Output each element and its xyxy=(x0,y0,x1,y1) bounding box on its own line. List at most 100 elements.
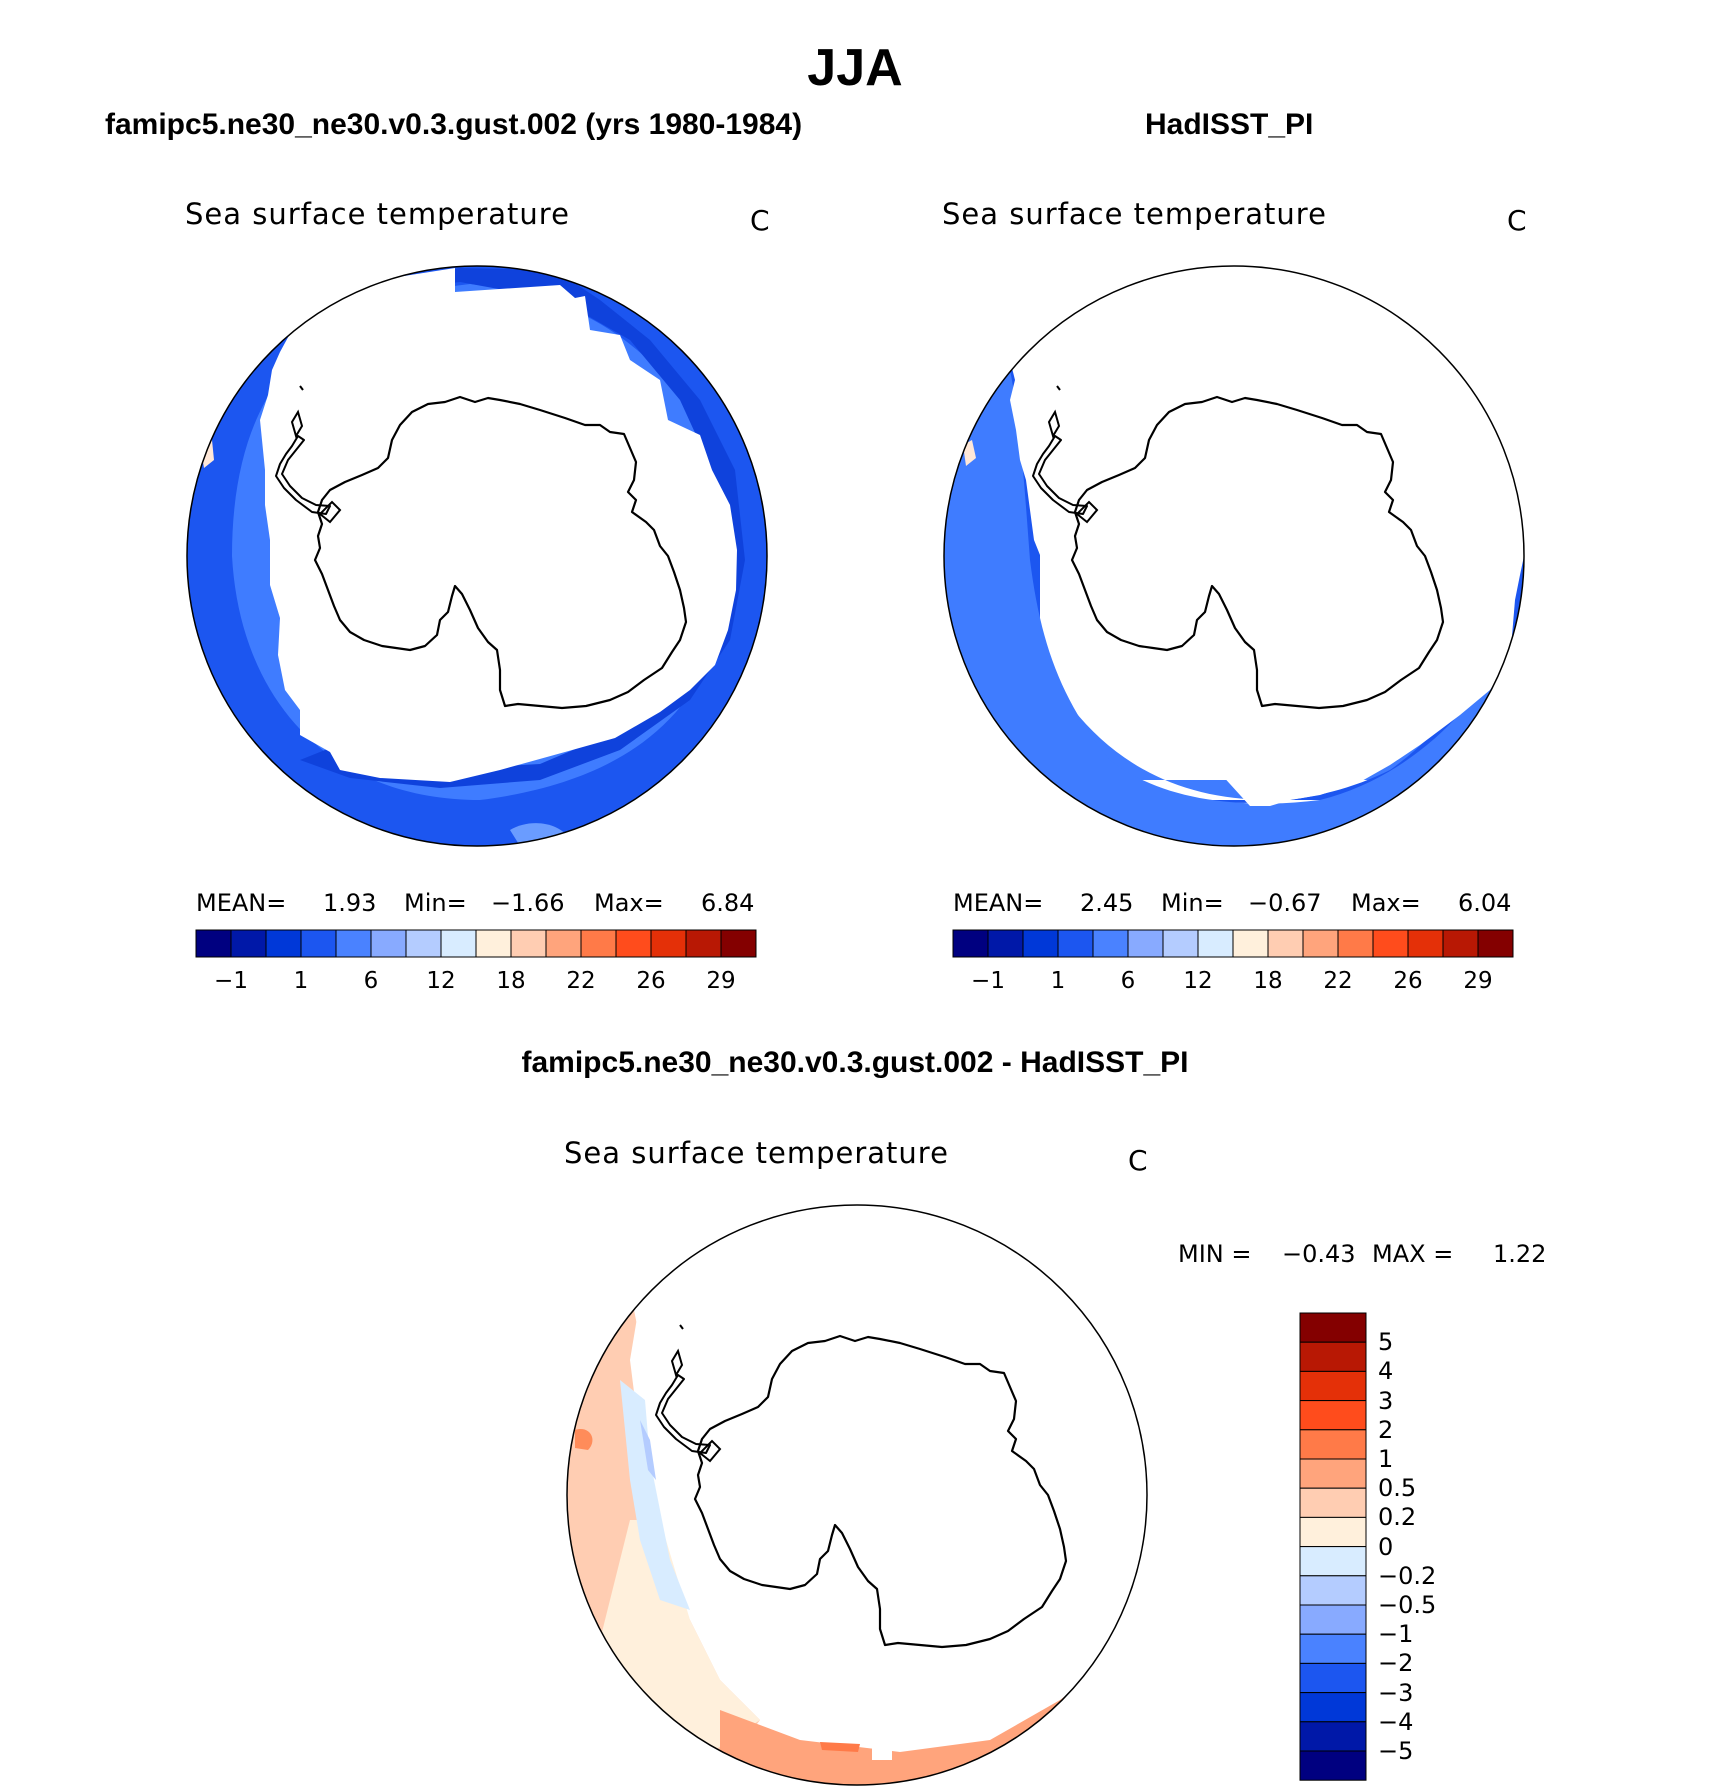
panel1-colorbar-swatch xyxy=(720,929,757,958)
panel1-colorbar-tick-label: −1 xyxy=(214,968,248,994)
panel3-peninsula-tip xyxy=(670,1348,684,1378)
panel1-antarctica-coastline xyxy=(313,395,688,710)
panel2-island xyxy=(1075,500,1099,524)
panel3-colorbar-swatch xyxy=(1299,1370,1367,1402)
panel2-colorbar-swatch xyxy=(987,929,1024,958)
panel3-map xyxy=(566,1204,1148,1786)
panel1-colorbar-swatch xyxy=(615,929,652,958)
panel2-peninsula xyxy=(1032,435,1088,515)
panel1-sea-ice-mask xyxy=(260,268,737,782)
panel3-colorbar-swatch xyxy=(1299,1750,1367,1781)
panel3-colorbar-swatch xyxy=(1299,1721,1367,1752)
panel2-map-border xyxy=(943,265,1525,847)
panel3-min-value: −0.43 xyxy=(1282,1240,1356,1268)
panel2-colorbar-swatch xyxy=(1372,929,1409,958)
panel1-colorbar-tick-label: 26 xyxy=(636,968,666,994)
panel1-colorbar-swatch xyxy=(475,929,512,958)
panel2-colorbar-tick-label: 29 xyxy=(1463,968,1493,994)
panel2-colorbar-swatch xyxy=(1022,929,1059,958)
panel3-diff-west-blue xyxy=(620,1380,690,1610)
panel3-colorbar-tick-label: 0 xyxy=(1378,1532,1394,1561)
panel3-max-label: MAX = xyxy=(1372,1240,1454,1268)
panel3-islet xyxy=(679,1324,684,1330)
panel3-max-value: 1.22 xyxy=(1493,1240,1547,1268)
panel2-sea-ice-mask xyxy=(1010,266,1524,806)
panel1-colorbar-tick-label: 22 xyxy=(566,968,596,994)
panel2-colorbar-swatch xyxy=(1302,929,1339,958)
panel3-colorbar-tick-label: −1 xyxy=(1378,1620,1414,1649)
panel3-colorbar xyxy=(1299,1312,1367,1781)
panel3-colorbar-tick-label: 4 xyxy=(1378,1357,1394,1386)
panel1-colorbar-swatch xyxy=(650,929,687,958)
panel2-case-title: HadISST_PI xyxy=(1145,108,1314,141)
panel3-colorbar-tick-label: −2 xyxy=(1378,1649,1414,1678)
panel1-mean-value: 1.93 xyxy=(323,889,377,917)
panel1-colorbar-swatch xyxy=(300,929,337,958)
panel2-max-label: Max= xyxy=(1351,889,1421,917)
panel2-units-label: C xyxy=(1507,204,1527,237)
panel2-colorbar-swatch xyxy=(952,929,989,958)
panel1-colorbar-tick-label: 6 xyxy=(363,968,379,994)
panel3-gap xyxy=(872,1745,892,1760)
panel1-peninsula-tip xyxy=(290,409,304,439)
panel2-colorbar-swatch xyxy=(1057,929,1094,958)
panel2-colorbar-tick-label: 6 xyxy=(1120,968,1136,994)
panel2-islet xyxy=(1056,385,1061,391)
panel1-colorbar xyxy=(195,929,757,958)
panel2-colorbar-swatch xyxy=(1477,929,1514,958)
panel1-min-value: −1.66 xyxy=(491,889,565,917)
panel1-mean-label: MEAN= xyxy=(196,889,287,917)
panel2-colorbar-tick-label: 22 xyxy=(1323,968,1353,994)
panel3-case-title: famipc5.ne30_ne30.v0.3.gust.002 - HadISS… xyxy=(521,1046,1189,1079)
panel2-colorbar-swatch xyxy=(1407,929,1444,958)
panel3-colorbar-swatch xyxy=(1299,1662,1367,1694)
panel3-diff-hot-patch2 xyxy=(575,1429,593,1450)
panel3-colorbar-swatch xyxy=(1299,1429,1367,1460)
panel2-max-value: 6.04 xyxy=(1458,889,1512,917)
panel3-diff-west-blue2 xyxy=(640,1420,656,1480)
panel1-island xyxy=(318,500,342,524)
panel3-peninsula xyxy=(655,1374,711,1454)
panel3-colorbar-swatch xyxy=(1299,1575,1367,1606)
panel3-antarctica-coastline xyxy=(693,1334,1068,1649)
panel1-colorbar-tick-label: 12 xyxy=(426,968,456,994)
panel1-colorbar-swatch xyxy=(510,929,547,958)
panel3-colorbar-swatch xyxy=(1299,1516,1367,1548)
panel3-colorbar-tick-label: −0.5 xyxy=(1378,1591,1437,1619)
panel1-peninsula xyxy=(275,435,331,515)
panel2-colorbar-swatch xyxy=(1337,929,1374,958)
panel3-colorbar-swatch xyxy=(1299,1604,1367,1635)
panel3-sea-ice-mask xyxy=(632,1205,1147,1746)
panel1-units-label: C xyxy=(750,204,770,237)
panel2-min-value: −0.67 xyxy=(1248,889,1322,917)
panel3-colorbar-swatch xyxy=(1299,1341,1367,1372)
panel2-colorbar-swatch xyxy=(1162,929,1199,958)
panel2-min-label: Min= xyxy=(1161,889,1224,917)
panel1-max-label: Max= xyxy=(594,889,664,917)
panel3-colorbar-swatch xyxy=(1299,1312,1367,1343)
panel3-colorbar-swatch xyxy=(1299,1546,1367,1577)
panel1-colorbar-tick-label: 18 xyxy=(496,968,526,994)
panel3-map-border xyxy=(566,1204,1148,1786)
main-title: JJA xyxy=(807,39,903,97)
panel2-mean-value: 2.45 xyxy=(1080,889,1134,917)
panel2-colorbar-swatch xyxy=(1127,929,1164,958)
panel1-colorbar-swatch xyxy=(370,929,407,958)
panel1-map-border xyxy=(186,265,768,847)
panel3-colorbar-tick-label: 0.2 xyxy=(1378,1503,1417,1532)
panel3-colorbar-swatch xyxy=(1299,1458,1367,1489)
panel3-units-label: C xyxy=(1128,1144,1148,1177)
panel3-colorbar-tick-label: 3 xyxy=(1378,1386,1394,1415)
panel2-colorbar-tick-label: 26 xyxy=(1393,968,1423,994)
panel2-colorbar-tick-label: 18 xyxy=(1253,968,1283,994)
panel2-mean-label: MEAN= xyxy=(953,889,1044,917)
panel3-colorbar-tick-label: −4 xyxy=(1378,1707,1414,1736)
panel3-colorbar-tick-label: 5 xyxy=(1378,1328,1394,1357)
panel1-colorbar-swatch xyxy=(440,929,477,958)
panel2-colorbar-tick-label: 1 xyxy=(1050,968,1066,994)
panel1-colorbar-swatch xyxy=(265,929,302,958)
panel1-colorbar-swatch xyxy=(195,929,232,958)
panel1-colorbar-swatch xyxy=(230,929,267,958)
panel2-colorbar-tick-label: −1 xyxy=(971,968,1005,994)
